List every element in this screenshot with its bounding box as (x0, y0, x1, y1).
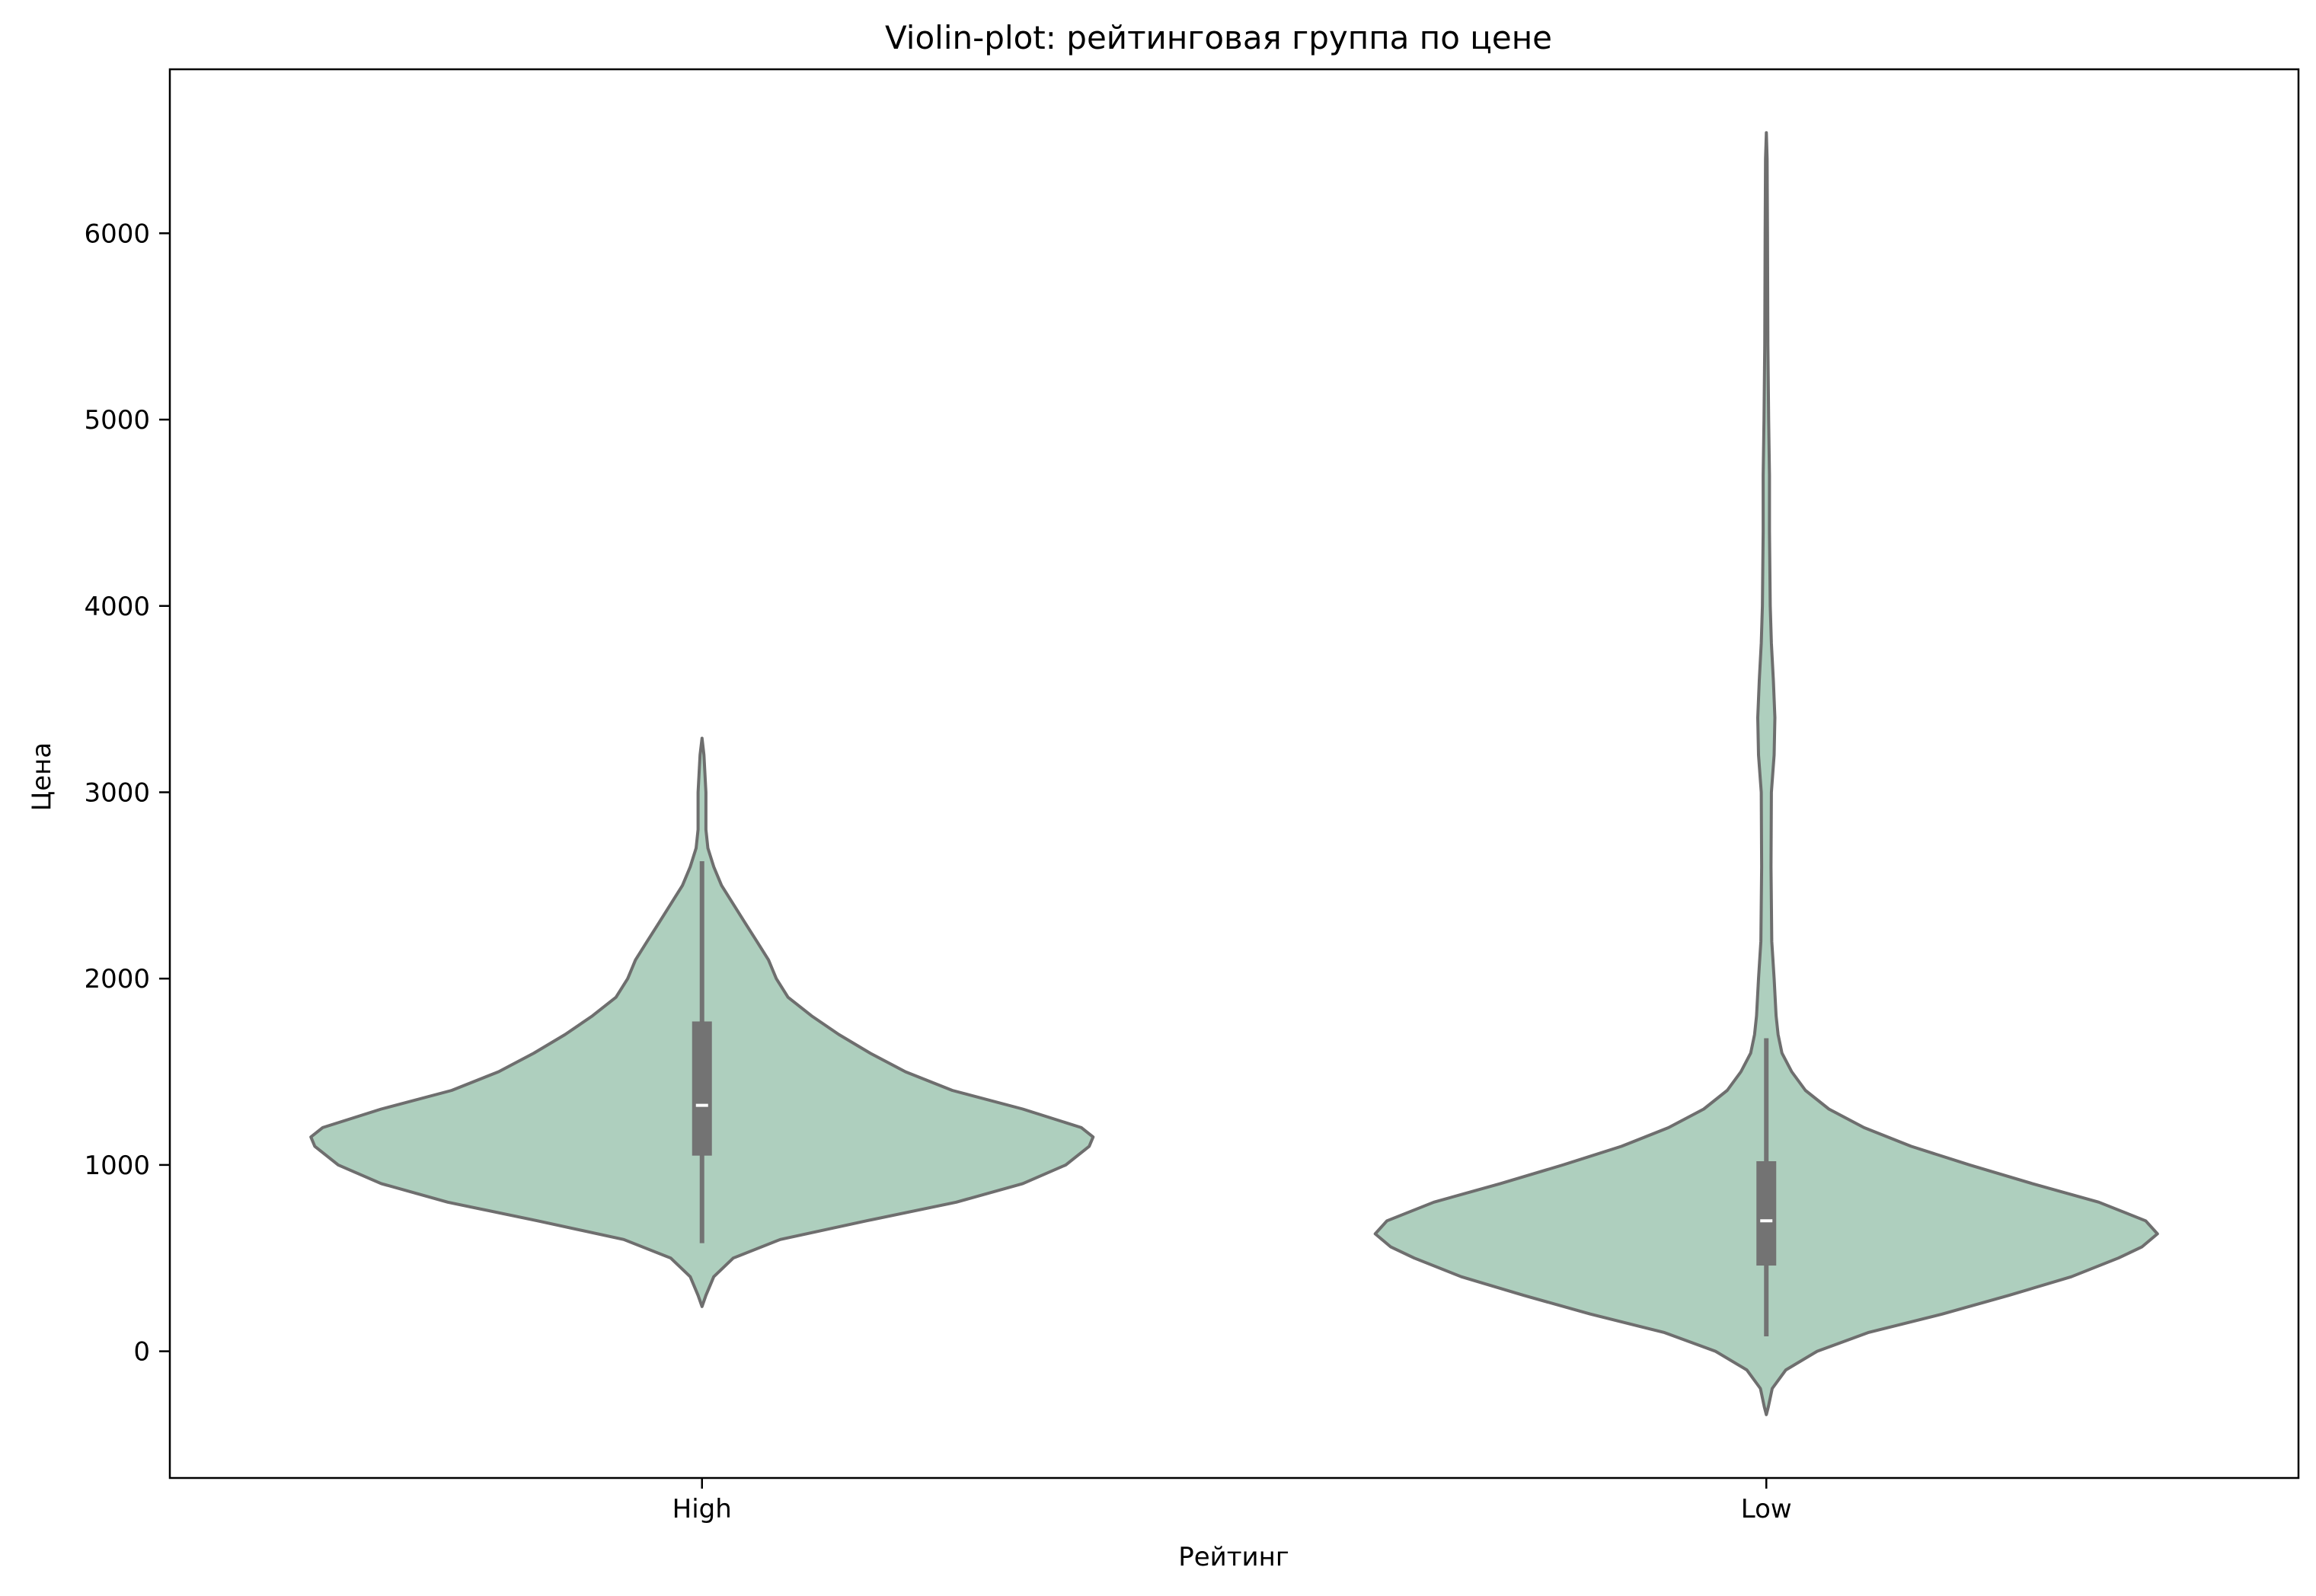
x-axis-label: Рейтинг (1178, 1542, 1289, 1572)
y-tick-label: 0 (133, 1337, 150, 1368)
y-tick-label: 5000 (84, 405, 150, 436)
violin-body-low (1373, 131, 2159, 1416)
y-axis: 0 1000 2000 3000 4000 5000 6000 (84, 219, 170, 1368)
y-tick-label: 4000 (84, 592, 150, 622)
x-tick-label: Low (1741, 1494, 1792, 1524)
y-tick-label: 1000 (84, 1151, 150, 1181)
y-tick-label: 3000 (84, 777, 150, 808)
chart-title: Violin-plot: рейтинговая группа по цене (885, 19, 1552, 56)
x-axis: High Low (672, 1478, 1792, 1524)
y-tick-label: 6000 (84, 219, 150, 249)
iqr-box-low (1756, 1160, 1777, 1266)
y-axis-label: Цена (27, 742, 57, 811)
x-tick-label: High (672, 1494, 732, 1524)
y-tick-label: 2000 (84, 964, 150, 994)
violins-layer (309, 131, 2159, 1416)
iqr-box-high (692, 1021, 712, 1156)
plot-area-frame (168, 68, 2300, 1479)
